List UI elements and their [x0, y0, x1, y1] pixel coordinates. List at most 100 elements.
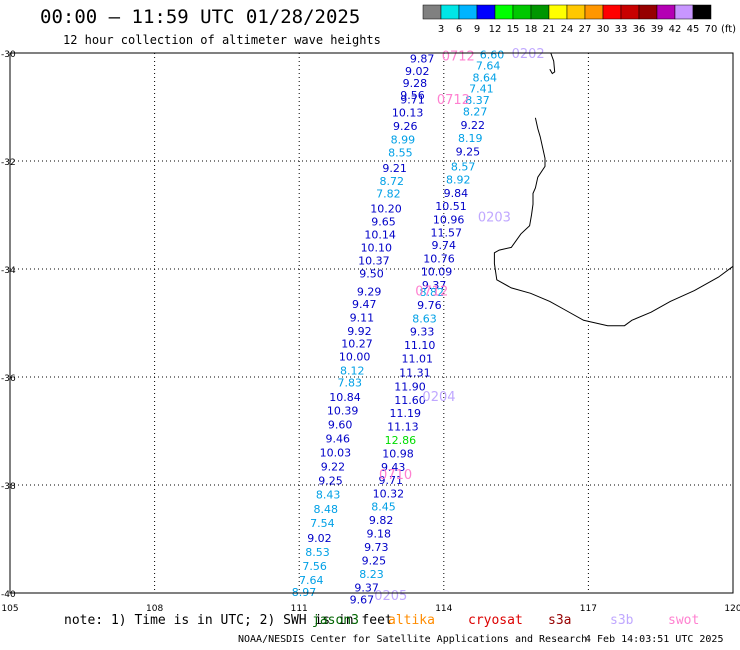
color-scale-label: 30 — [597, 24, 610, 35]
wave-height-value: 8.48 — [313, 503, 338, 516]
wave-height-value: 10.98 — [382, 448, 414, 461]
wave-height-value: 7.54 — [310, 517, 335, 530]
island-outline — [549, 52, 556, 75]
longitude-tick-label: 105 — [1, 604, 18, 614]
wave-height-value: 9.28 — [403, 77, 428, 90]
wave-height-value: 9.25 — [362, 555, 387, 568]
color-scale-label: 33 — [615, 24, 628, 35]
wave-height-value: 8.82 — [420, 286, 445, 299]
color-scale-label: 27 — [579, 24, 592, 35]
color-swatch — [530, 4, 550, 20]
wave-height-value: 9.60 — [328, 419, 353, 432]
wave-height-value: 9.46 — [326, 433, 351, 446]
latitude-tick-label: -36 — [1, 374, 16, 384]
wave-height-value: 9.71 — [400, 93, 425, 106]
satellite-legend-s3a: s3a — [548, 613, 572, 628]
color-scale-label: 36 — [633, 24, 646, 35]
wave-height-value: 10.00 — [339, 350, 371, 363]
wave-height-value: 8.23 — [359, 568, 384, 581]
color-swatch — [692, 4, 712, 20]
color-scale-label: 3 — [438, 24, 444, 35]
color-scale-label: 24 — [561, 24, 574, 35]
wave-height-value: 11.60 — [394, 394, 426, 407]
pass-time-label: 0712 — [415, 285, 448, 300]
footnote: note: 1) Time is in UTC; 2) SWH is in fe… — [64, 613, 393, 628]
wave-height-value: 11.19 — [389, 407, 421, 420]
wave-height-value: 9.71 — [379, 474, 404, 487]
color-swatch — [584, 4, 604, 20]
generated-timestamp: 4 Feb 14:03:51 UTC 2025 — [585, 634, 724, 645]
wave-height-value: 9.92 — [347, 325, 372, 338]
wave-height-value: 9.33 — [410, 326, 435, 339]
wave-height-value: 8.43 — [316, 489, 341, 502]
pass-time-label: 0712 — [437, 93, 470, 108]
wave-height-value: 11.13 — [387, 421, 419, 434]
wave-height-value: 9.37 — [422, 279, 447, 292]
wave-height-value: 10.51 — [435, 200, 467, 213]
wave-height-value: 9.74 — [432, 239, 457, 252]
wave-height-value: 9.76 — [417, 299, 442, 312]
color-scale-unit: (ft) — [721, 24, 736, 35]
color-scale-label: 21 — [543, 24, 556, 35]
satellite-legend-altika: altika — [388, 613, 435, 628]
satellite-legend-jason3: jason3 — [312, 613, 359, 628]
pass-time-label: 0712 — [442, 50, 475, 65]
wave-height-value: 7.83 — [338, 376, 363, 389]
pass-time-label: 0202 — [512, 47, 545, 62]
wave-height-value: 10.76 — [423, 253, 455, 266]
wave-height-value: 9.73 — [364, 541, 389, 554]
color-scale-label: 70 — [705, 24, 718, 35]
longitude-tick-label: 108 — [146, 604, 163, 614]
wave-height-value: 9.84 — [444, 187, 469, 200]
wave-height-value: 10.14 — [364, 228, 396, 241]
wave-height-value: 10.84 — [329, 391, 361, 404]
wave-height-value: 8.37 — [465, 94, 490, 107]
wave-height-value: 9.18 — [366, 528, 391, 541]
wave-height-value: 8.57 — [451, 160, 476, 173]
wave-height-value: 9.25 — [456, 145, 481, 158]
wave-height-value: 9.02 — [405, 65, 430, 78]
wave-height-value: 10.39 — [327, 404, 359, 417]
wave-height-value: 11.10 — [404, 339, 436, 352]
wave-height-value: 10.10 — [361, 241, 393, 254]
latitude-tick-label: -38 — [1, 482, 16, 492]
wave-height-value: 10.37 — [358, 254, 390, 267]
page-title: 00:00 – 11:59 UTC 01/28/2025 — [40, 6, 361, 28]
wave-height-value: 8.97 — [292, 586, 317, 599]
color-scale-label: 39 — [651, 24, 664, 35]
wave-height-value: 11.31 — [399, 367, 431, 380]
wave-height-value: 8.45 — [371, 501, 396, 514]
color-swatch — [620, 4, 640, 20]
wave-observations: 9.879.029.289.569.7110.139.268.998.559.2… — [292, 49, 504, 607]
longitude-tick-label: 111 — [291, 604, 308, 614]
wave-height-value: 10.03 — [320, 447, 352, 460]
wave-height-value: 9.43 — [381, 461, 406, 474]
wave-height-value: 7.64 — [476, 59, 501, 72]
longitude-tick-label: 117 — [580, 604, 597, 614]
wave-height-value: 8.92 — [446, 173, 471, 186]
wave-height-value: 9.65 — [371, 215, 396, 228]
map-axis-ticks: 105 108 111 114 117 120 -30 -32 -34 -36 -38 -40 — [1, 50, 740, 614]
color-swatch — [512, 4, 532, 20]
pass-time-label: 0203 — [478, 211, 511, 226]
wave-height-value: 9.21 — [382, 162, 407, 175]
wave-height-value: 8.63 — [412, 313, 437, 326]
longitude-tick-label: 120 — [724, 604, 740, 614]
color-swatch — [656, 4, 676, 20]
wave-height-value: 9.22 — [321, 461, 346, 474]
wave-height-value: 6.60 — [480, 49, 505, 62]
page-subtitle: 12 hour collection of altimeter wave hei… — [63, 33, 381, 47]
wave-height-value: 9.67 — [350, 593, 375, 606]
wave-height-value: 8.12 — [340, 365, 365, 378]
color-swatch — [422, 4, 442, 20]
wave-height-value: 7.56 — [302, 560, 327, 573]
color-swatch — [638, 4, 658, 20]
color-scale-label: 18 — [525, 24, 538, 35]
wave-height-value: 8.55 — [388, 146, 413, 159]
latitude-tick-label: -30 — [1, 50, 16, 60]
coastline — [493, 52, 734, 327]
wave-height-value: 8.19 — [458, 132, 483, 145]
credit-line: NOAA/NESDIS Center for Satellite Applica… — [238, 634, 588, 645]
